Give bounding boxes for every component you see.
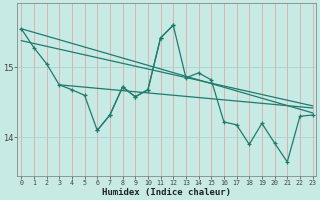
X-axis label: Humidex (Indice chaleur): Humidex (Indice chaleur): [102, 188, 231, 197]
